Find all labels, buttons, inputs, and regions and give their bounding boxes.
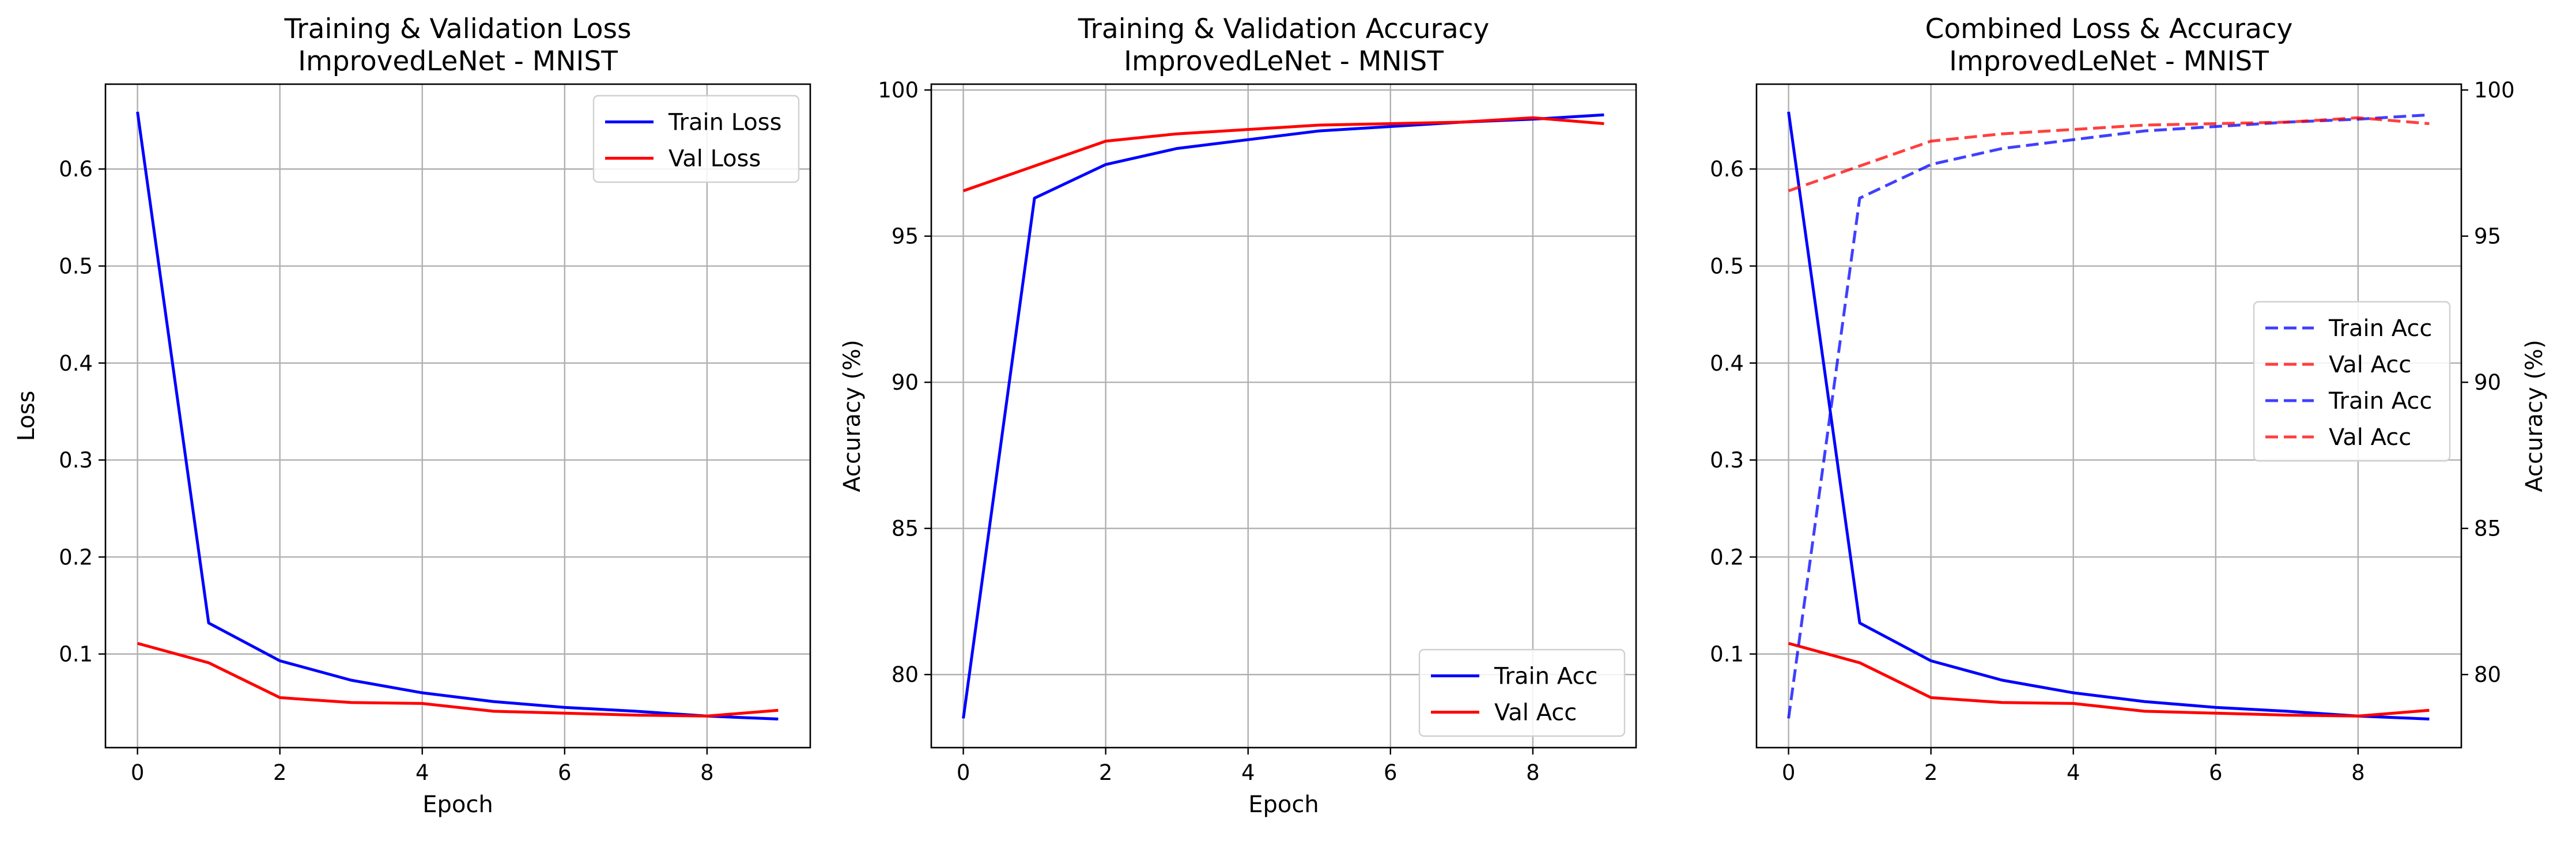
x-tick-label: 2	[1924, 760, 1938, 785]
y-tick-label: 0.5	[1710, 254, 1744, 279]
y-tick-label: 0.4	[1710, 351, 1744, 376]
x-tick-label: 4	[416, 760, 429, 785]
y2-axis-label: Accuracy (%)	[2521, 340, 2548, 492]
y-tick-label: 0.6	[1710, 157, 1744, 182]
x-axis-label: Epoch	[1248, 791, 1319, 818]
y-tick-label: 0.5	[59, 254, 93, 279]
legend-label: Train Acc	[1494, 663, 1597, 690]
x-tick-label: 2	[1099, 760, 1113, 785]
series-line-val-acc	[1788, 116, 2430, 193]
series-line-train-loss	[136, 111, 779, 721]
chart-3: 0 2 4 6 8 0.1 0.2 0.3 0.4 0.5 0.6 80 85 90 95 100 Combin…	[1710, 13, 2548, 785]
x-tick-label: 0	[1782, 760, 1796, 785]
x-tick-label: 4	[2067, 760, 2080, 785]
x-tick-label: 8	[1526, 760, 1540, 785]
y-tick-label: 0.2	[1710, 545, 1744, 570]
y2-tick-label: 95	[2474, 224, 2501, 249]
legend-box	[592, 95, 800, 183]
legend-label: Val Acc	[2329, 424, 2411, 451]
x-tick-label: 6	[558, 760, 572, 785]
y2-tick-label: 100	[2474, 78, 2515, 103]
x-axis-label: Epoch	[422, 791, 493, 818]
legend-label: Train Loss	[668, 110, 781, 136]
y-tick-label: 0.4	[59, 351, 93, 376]
y2-tick-label: 85	[2474, 516, 2501, 541]
chart-subtitle: ImprovedLeNet - MNIST	[298, 46, 618, 77]
series-line-train-acc	[962, 113, 1604, 719]
chart-subtitle: ImprovedLeNet - MNIST	[1949, 46, 2269, 77]
chart-title: Training & Validation Loss	[284, 13, 631, 45]
y-tick-label: 100	[878, 78, 919, 103]
axes-frame	[930, 83, 1637, 749]
chart-title: Combined Loss & Accuracy	[1925, 13, 2293, 45]
y-tick-label: 0.2	[59, 545, 93, 570]
series-line-unlabeled-1	[1787, 111, 2430, 721]
series-line-unlabeled-2	[1788, 642, 2430, 718]
y-tick-label: 95	[892, 224, 919, 249]
y-tick-label: 0.6	[59, 157, 93, 182]
y-axis-label: Loss	[13, 391, 40, 442]
x-tick-label: 8	[700, 760, 714, 785]
legend-label: Val Loss	[668, 146, 761, 172]
x-tick-label: 6	[2209, 760, 2223, 785]
y-tick-label: 85	[892, 516, 919, 541]
x-tick-label: 0	[957, 760, 970, 785]
legend: Train Acc Val Acc	[1418, 648, 1626, 737]
y-tick-label: 0.1	[59, 642, 93, 667]
legend-label: Train Acc	[2328, 315, 2432, 342]
legend: Train Acc Val Acc Train Acc Val Acc	[2253, 301, 2451, 462]
y-tick-label: 90	[892, 370, 919, 395]
y-axis-label: Accuracy (%)	[839, 340, 866, 492]
y-tick-label: 0.1	[1710, 642, 1744, 667]
series-line-val-acc	[962, 116, 1604, 193]
legend-label: Val Acc	[2329, 352, 2411, 378]
legend-box	[2253, 301, 2451, 462]
x-tick-label: 0	[131, 760, 145, 785]
y-tick-label: 80	[892, 662, 919, 687]
x-tick-label: 8	[2351, 760, 2365, 785]
y-tick-label: 0.3	[1710, 448, 1744, 473]
legend-box	[1418, 648, 1626, 737]
x-tick-label: 4	[1241, 760, 1255, 785]
y2-tick-label: 80	[2474, 662, 2501, 687]
y-tick-label: 0.3	[59, 448, 93, 473]
y2-tick-label: 90	[2474, 370, 2501, 395]
legend-label: Val Acc	[1494, 700, 1577, 726]
legend: Train Loss Val Loss	[592, 95, 800, 183]
chart-title: Training & Validation Accuracy	[1078, 13, 1490, 45]
series-line-val-loss	[137, 642, 779, 718]
legend-label: Train Acc	[2328, 388, 2432, 414]
x-tick-label: 6	[1384, 760, 1397, 785]
x-tick-label: 2	[273, 760, 287, 785]
chart-subtitle: ImprovedLeNet - MNIST	[1124, 46, 1444, 77]
chart-2: 0 2 4 6 8 80 85 90 95 100 Training & Validation Ac…	[839, 13, 1637, 818]
axes-frame	[104, 83, 811, 749]
chart-1: 0 2 4 6 8 0.1 0.2 0.3 0.4 0.5 0.6 Training & Valida…	[13, 13, 811, 818]
axes-frame	[1755, 83, 2462, 749]
